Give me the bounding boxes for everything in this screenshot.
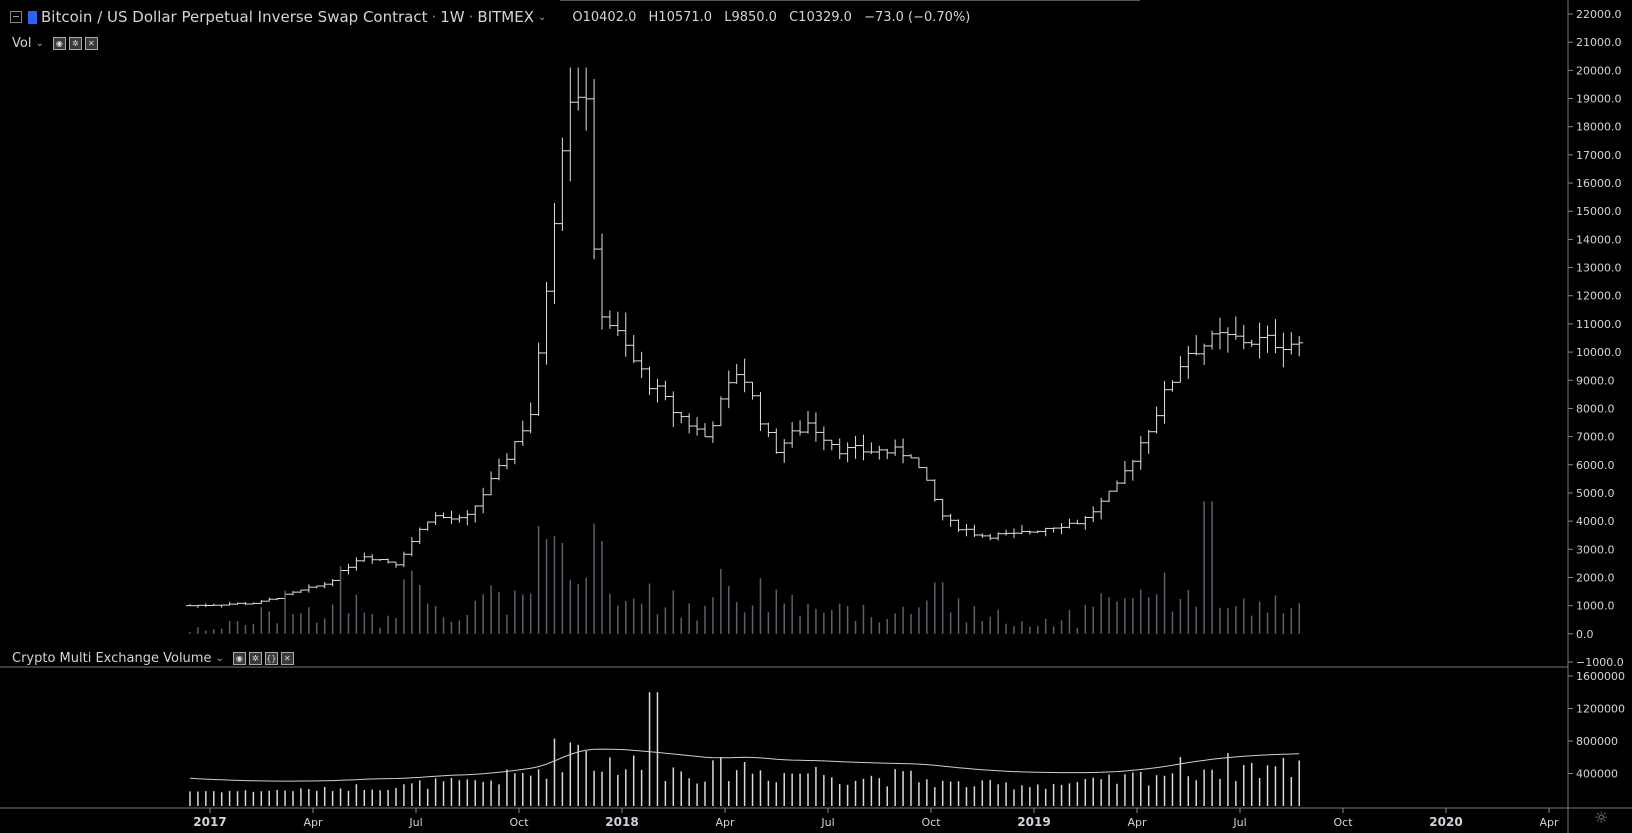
time-tick-label: 2019	[1017, 815, 1050, 829]
high-value: H10571.0	[648, 9, 713, 25]
volume-axis[interactable]: 1600000 1200000 800000 400000	[1568, 670, 1625, 781]
price-tick-label: 8000.0	[1576, 402, 1615, 415]
volume-tick-label: 400000	[1576, 768, 1618, 781]
time-tick-label: Jul	[1232, 816, 1246, 829]
close-icon[interactable]: ✕	[84, 37, 98, 50]
price-tick-label: 10000.0	[1576, 346, 1622, 359]
price-tick-label: 1000.0	[1576, 600, 1615, 613]
time-tick-label: 2017	[193, 815, 226, 829]
time-tick-label: Oct	[921, 816, 941, 829]
price-tick-label: 14000.0	[1576, 233, 1622, 246]
close-value: C10329.0	[789, 9, 852, 25]
chevron-down-icon[interactable]: ⌄	[215, 653, 224, 664]
volume-tick-label: 1200000	[1576, 703, 1625, 716]
separator-dot: ·	[468, 8, 474, 26]
exchange-volume-ma-line	[189, 748, 1300, 782]
price-tick-label: 11000.0	[1576, 318, 1622, 331]
volume-tick-label: 1600000	[1576, 670, 1625, 683]
symbol-header: Bitcoin / US Dollar Perpetual Inverse Sw…	[10, 8, 978, 26]
vol-legend: Vol ⌄ ◉ ✲ ✕	[12, 36, 98, 51]
gear-icon[interactable]: ✲	[68, 37, 82, 50]
price-tick-label: 4000.0	[1576, 515, 1615, 528]
separator-dot: ·	[431, 8, 437, 26]
price-tick-label: 21000.0	[1576, 36, 1622, 49]
symbol-title[interactable]: Bitcoin / US Dollar Perpetual Inverse Sw…	[41, 8, 428, 26]
price-tick-label: 7000.0	[1576, 431, 1615, 444]
time-tick-label: 2020	[1429, 815, 1462, 829]
open-value: O10402.0	[572, 9, 637, 25]
collapse-icon[interactable]	[10, 11, 22, 23]
time-tick-label: Jul	[408, 816, 422, 829]
gear-icon[interactable]: ✲	[248, 652, 262, 665]
price-tick-label: 16000.0	[1576, 177, 1622, 190]
price-tick-label: 15000.0	[1576, 205, 1622, 218]
time-tick-label: 2018	[605, 815, 638, 829]
price-tick-label: 12000.0	[1576, 290, 1622, 303]
time-tick-label: Jul	[820, 816, 834, 829]
exchange-volume-label[interactable]: Crypto Multi Exchange Volume	[12, 651, 212, 666]
exchange-volume-legend: Crypto Multi Exchange Volume ⌄ ◉ ✲ {} ✕	[12, 651, 294, 666]
time-tick-label: Oct	[509, 816, 529, 829]
time-tick-label: Apr	[1539, 816, 1559, 829]
chevron-down-icon[interactable]: ⌄	[35, 38, 44, 49]
change-value: −73.0 (−0.70%)	[864, 9, 971, 25]
flag-icon[interactable]	[28, 10, 37, 24]
price-tick-label: 17000.0	[1576, 149, 1622, 162]
price-tick-label: 22000.0	[1576, 8, 1622, 21]
volume-tick-label: 800000	[1576, 735, 1618, 748]
price-tick-label: 13000.0	[1576, 262, 1622, 275]
price-tick-label: 9000.0	[1576, 374, 1615, 387]
volume-overlay	[189, 501, 1300, 634]
time-tick-label: Apr	[303, 816, 323, 829]
close-icon[interactable]: ✕	[280, 652, 294, 665]
price-tick-label: 5000.0	[1576, 487, 1615, 500]
price-tick-label: 0.0	[1576, 628, 1594, 641]
price-tick-label: −1000.0	[1576, 656, 1624, 669]
price-tick-label: 3000.0	[1576, 543, 1615, 556]
ohlc-readout: O10402.0 H10571.0 L9850.0 C10329.0 −73.0…	[572, 10, 978, 25]
time-axis[interactable]: 2017 Apr Jul Oct 2018 Apr Jul Oct 2019 Apr Jul Oct 2…	[0, 807, 1632, 829]
settings-sun-icon[interactable]: ☼	[1594, 808, 1609, 827]
chevron-down-icon[interactable]: ⌄	[538, 11, 547, 23]
low-value: L9850.0	[724, 9, 777, 25]
exchange-volume-pane[interactable]	[189, 692, 1300, 806]
price-tick-label: 20000.0	[1576, 64, 1622, 77]
vol-label[interactable]: Vol	[12, 36, 32, 51]
price-tick-label: 19000.0	[1576, 93, 1622, 106]
eye-icon[interactable]: ◉	[52, 37, 66, 50]
eye-icon[interactable]: ◉	[232, 652, 246, 665]
price-tick-label: 6000.0	[1576, 459, 1615, 472]
interval-label[interactable]: 1W	[440, 8, 465, 26]
price-pane[interactable]	[0, 0, 1568, 668]
time-tick-label: Apr	[715, 816, 735, 829]
code-icon[interactable]: {}	[264, 652, 278, 665]
exchange-label[interactable]: BITMEX	[477, 8, 534, 26]
price-tick-label: 18000.0	[1576, 121, 1622, 134]
time-tick-label: Oct	[1333, 816, 1353, 829]
price-tick-label: 2000.0	[1576, 571, 1615, 584]
time-tick-label: Apr	[1127, 816, 1147, 829]
price-axis[interactable]: 22000.0 21000.0 20000.0 19000.0 18000.0 17000…	[1567, 0, 1624, 833]
